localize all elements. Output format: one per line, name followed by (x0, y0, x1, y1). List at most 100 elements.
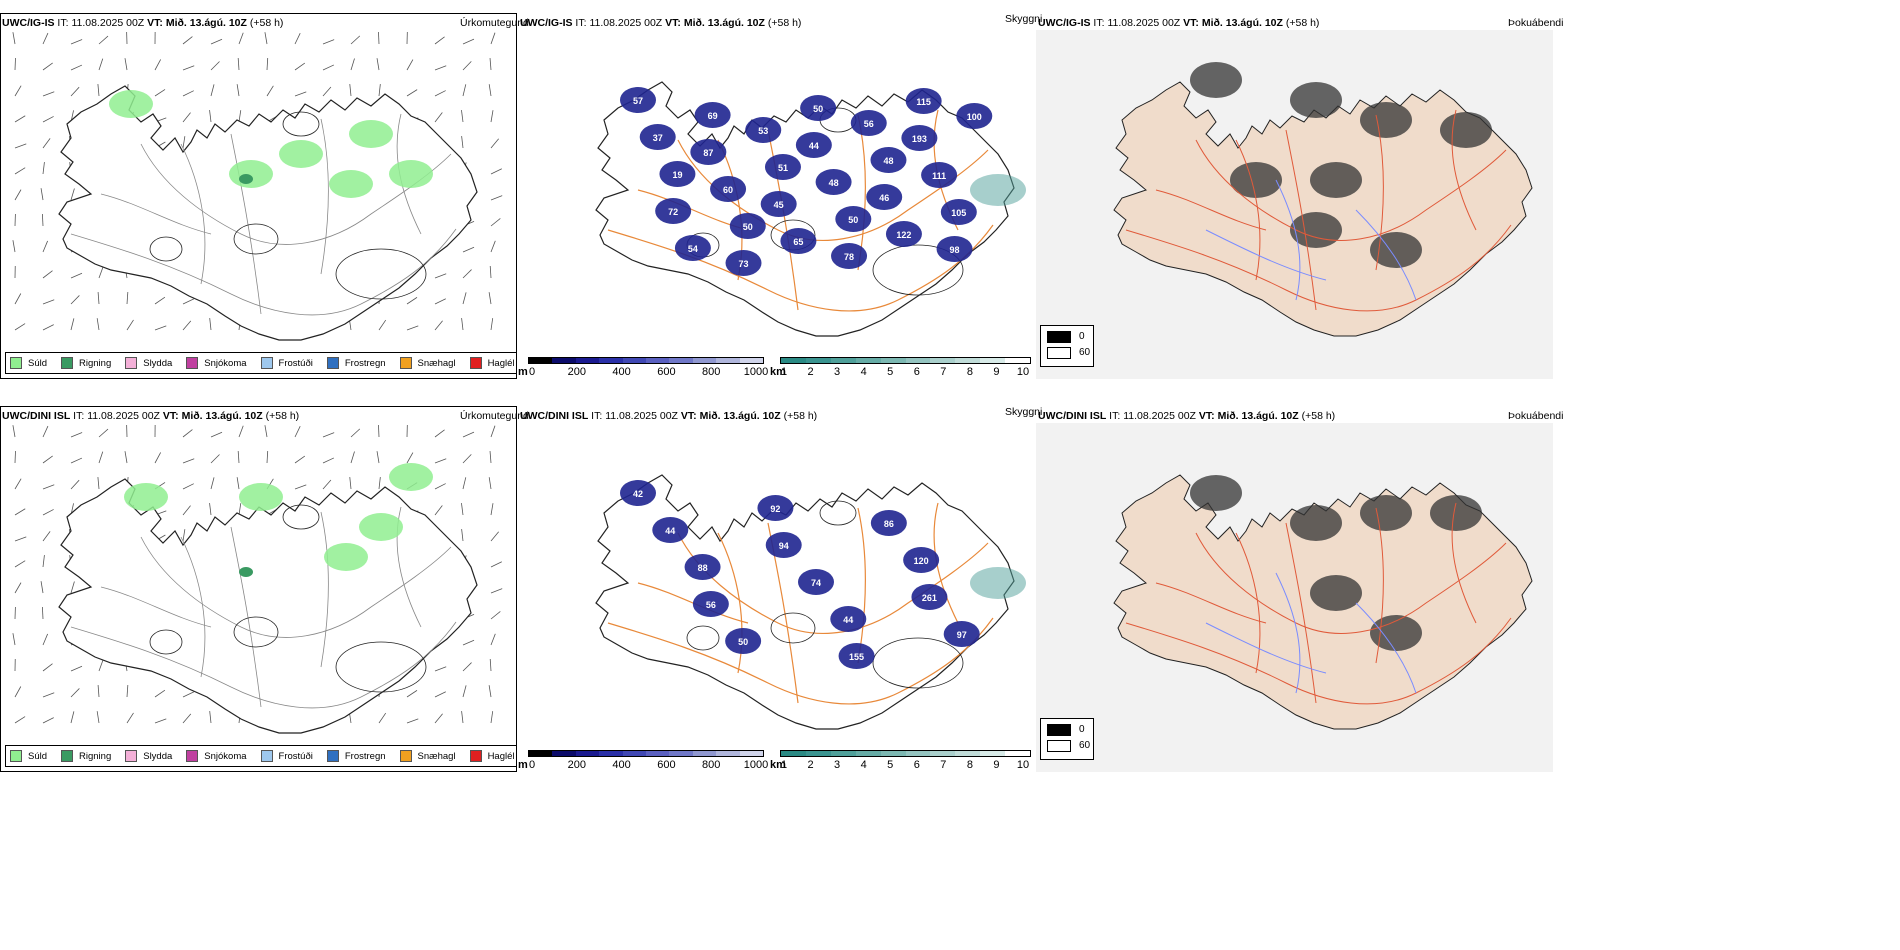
wind-barb (182, 65, 195, 71)
drizzle-area (124, 483, 168, 511)
wind-barb (14, 167, 26, 175)
rain-area (239, 174, 253, 184)
road-line (1125, 224, 1512, 312)
wind-barb (378, 84, 381, 97)
init-time: 11.08.2025 00Z (589, 17, 663, 29)
fog-field-title: Þokuábendi (1508, 410, 1564, 422)
fog-area (1430, 495, 1482, 531)
cloud-visibility-panel-row2: 42 44 88 56 50 92 94 74 44 155 86 120 261 97 (518, 423, 1035, 772)
glacier-outline (872, 244, 964, 296)
drizzle-area (239, 483, 283, 511)
row2-cloud-header: UWC/DINI ISL IT: 11.08.2025 00Z VT: Mið.… (520, 410, 817, 422)
colorbar-segment (692, 751, 717, 756)
wind-barb (154, 59, 162, 71)
cloud-base-area (620, 87, 656, 113)
colorbar-segment (669, 358, 693, 363)
legend-swatch (399, 750, 412, 762)
precip-type-legend: Súld Rigning Slydda Snjókoma Frostúði Frostre… (5, 352, 516, 374)
legend-label: Snjókoma (204, 357, 247, 369)
colorbar-tick: 600 (657, 759, 676, 771)
fog-legend-label: 0 (1079, 331, 1085, 342)
legend-swatch (125, 357, 138, 369)
wind-barb (236, 477, 240, 490)
lead-time: (+58 h) (265, 410, 300, 422)
colorbar-tick: 4 (860, 759, 867, 771)
legend-item: Frostregn (326, 750, 386, 762)
wind-barb (461, 318, 464, 331)
wind-barb (182, 691, 195, 698)
precip-type-panel-row1: Súld Rigning Slydda Snjókoma Frostúði Frostre… (0, 13, 517, 379)
wind-barb (97, 292, 100, 305)
cloud-base-label: 78 (844, 252, 854, 262)
cloud-base-area (620, 480, 656, 506)
wind-barb (376, 451, 380, 464)
legend-label: Slydda (143, 357, 173, 369)
wind-barb (462, 269, 472, 279)
wind-barb (434, 298, 446, 305)
wind-barb (182, 320, 192, 331)
wind-barb (97, 84, 100, 97)
glacier-outline (233, 616, 279, 648)
wind-barb (406, 89, 418, 97)
wind-barb (210, 61, 220, 71)
init-label: IT: (1093, 17, 1105, 29)
colorbar-segment (716, 751, 740, 756)
wind-barb (42, 62, 53, 71)
legend-label: Frostregn (344, 750, 386, 762)
colorbar-strip (528, 750, 764, 757)
drizzle-area (349, 120, 393, 148)
wind-barb (70, 295, 80, 305)
cloud-base-area (905, 88, 942, 114)
row1-precip-header: UWC/IG-IS IT: 11.08.2025 00Z VT: Mið. 13… (2, 17, 283, 29)
fog-area (1230, 162, 1282, 198)
cloud-base-area (780, 228, 817, 254)
valid-time: Mið. 13.ágú. 10Z (699, 410, 781, 422)
wind-barb (42, 32, 49, 45)
wind-barb (42, 270, 53, 279)
wind-barb (490, 531, 499, 542)
legend-item: Súld (10, 357, 47, 369)
road-line (100, 586, 212, 628)
init-time: 11.08.2025 00Z (1123, 410, 1196, 422)
row2-fog-header: UWC/DINI ISL IT: 11.08.2025 00Z VT: Mið.… (1038, 410, 1335, 422)
precip-field-title: Úrkomutegund (460, 410, 529, 422)
road-line (1195, 532, 1507, 634)
wind-barb (154, 689, 166, 698)
colorbar-tick: 3 (834, 366, 841, 378)
colorbar-tick: 6 (913, 366, 920, 378)
cloud-base-area (690, 139, 727, 165)
wind-barb (238, 110, 242, 123)
fog-legend-swatch (1047, 724, 1071, 736)
wind-barb (126, 319, 134, 331)
wind-barb (462, 431, 475, 438)
cloud-base-area (940, 199, 977, 225)
cloud-base-label: 44 (665, 526, 675, 536)
colorbar-tick: 200 (567, 759, 586, 771)
cloud-base-area (798, 569, 834, 595)
colorbar-tick: 5 (887, 366, 894, 378)
cloud-base-label: 50 (743, 222, 753, 232)
wind-barb (42, 324, 54, 331)
legend-item: Snæhagl (399, 357, 456, 369)
wind-barb (406, 718, 419, 724)
cloud-base-area (903, 547, 940, 573)
wind-barb (182, 458, 195, 464)
valid-label: VT: (1198, 410, 1215, 422)
wind-barb (98, 266, 104, 279)
colorbar-segment (955, 751, 981, 756)
precip-type-panel-row2: Súld Rigning Slydda Snjókoma Frostúði Frostre… (0, 406, 517, 772)
wind-barb (70, 432, 83, 438)
cloud-base-label: 54 (688, 244, 698, 254)
river-line (1355, 602, 1417, 694)
colorbar-tick: 2 (807, 759, 814, 771)
colorbar-tick: 3 (834, 759, 841, 771)
legend-item: Slydda (125, 750, 172, 762)
drizzle-area (389, 160, 433, 188)
colorbar-tick: 9 (993, 366, 1000, 378)
wind-barb (210, 431, 223, 438)
cloud-base-label: 69 (708, 111, 718, 121)
colorbar-tick: 0 (528, 366, 536, 378)
wind-barb (434, 65, 447, 71)
river-line (1275, 572, 1301, 694)
cloud-base-label: 92 (770, 504, 780, 514)
